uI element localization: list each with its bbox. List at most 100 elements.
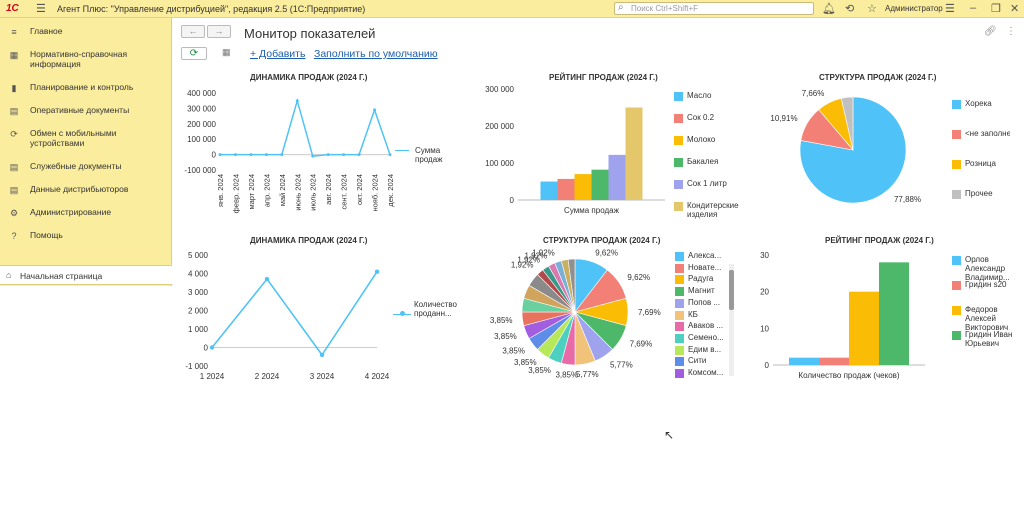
bar bbox=[849, 291, 879, 365]
y-tick-label: 100 000 bbox=[187, 135, 216, 144]
forward-button[interactable]: → bbox=[207, 25, 231, 38]
link-icon[interactable]: 🔗︎ bbox=[984, 26, 997, 37]
legend-label: Молоко bbox=[687, 135, 716, 144]
y-tick-label: 400 000 bbox=[187, 89, 216, 98]
pie-label: 9,62% bbox=[627, 273, 650, 282]
chart3-title: СТРУКТУРА ПРОДАЖ (2024 Г.) bbox=[819, 73, 937, 82]
legend-label: Хорека bbox=[965, 99, 992, 108]
legend-swatch bbox=[952, 190, 961, 199]
pie-label: 3,85% bbox=[514, 358, 537, 367]
pie-label: 10,91% bbox=[770, 114, 797, 123]
x-tick-label: 3 2024 bbox=[310, 372, 335, 381]
x-tick-label: нояб. 2024 bbox=[371, 174, 380, 212]
legend-label: Попов ... bbox=[688, 297, 721, 307]
legend-label: Прочее bbox=[965, 189, 993, 198]
y-tick-label: 0 bbox=[212, 151, 217, 160]
legend-swatch bbox=[952, 281, 961, 290]
menu-icon: ≡ bbox=[11, 27, 17, 37]
sidebar-item-label: Начальная страница bbox=[20, 271, 103, 281]
chart1-svg: 400 000 300 000 200 000 100 000 0 -100 000янв… bbox=[184, 89, 395, 213]
chart1-title: ДИНАМИКА ПРОДАЖ (2024 Г.) bbox=[250, 73, 368, 82]
app-logo: 1С bbox=[6, 3, 19, 14]
chart1-plot: 400 000 300 000 200 000 100 000 0 -100 000янв… bbox=[184, 89, 395, 213]
close-icon[interactable]: ✕ bbox=[1010, 3, 1020, 15]
legend-label: Орлов Александр Владимир... bbox=[965, 255, 1010, 282]
y-tick-label: 4 000 bbox=[188, 270, 209, 279]
sidebar-item-label: Оперативные документы bbox=[30, 105, 130, 115]
pie-label: 7,69% bbox=[630, 339, 653, 348]
pie-label: 3,85% bbox=[490, 316, 513, 325]
page-title: Монитор показателей bbox=[244, 26, 376, 41]
chart5-svg: 9,62%9,62%7,69%7,69%5,77%5,77%3,85%3,85%… bbox=[490, 248, 661, 379]
user-name[interactable]: Администратор bbox=[885, 4, 943, 13]
pie-label: 7,69% bbox=[638, 308, 661, 317]
x-tick-label: 1 2024 bbox=[200, 372, 225, 381]
bar bbox=[574, 174, 592, 200]
star-icon[interactable]: ☆ bbox=[867, 3, 877, 15]
x-tick-label: февр. 2024 bbox=[231, 174, 240, 213]
legend-label: Бакалея bbox=[687, 157, 719, 166]
search-placeholder: Поиск Ctrl+Shift+F bbox=[631, 4, 699, 13]
x-tick-label: авг. 2024 bbox=[324, 174, 333, 205]
legend-swatch bbox=[675, 369, 684, 378]
bell-icon[interactable]: 🔔︎ bbox=[822, 3, 836, 15]
pie-label: 3,85% bbox=[494, 332, 517, 341]
legend-swatch bbox=[675, 275, 684, 285]
scrollbar-thumb[interactable] bbox=[729, 270, 734, 310]
search-input[interactable]: ⌕ Поиск Ctrl+Shift+F bbox=[614, 2, 814, 15]
legend-swatch bbox=[674, 158, 683, 167]
legend-swatch bbox=[675, 357, 684, 367]
minimize-icon[interactable]: – bbox=[970, 2, 977, 14]
x-tick-label: июль 2024 bbox=[309, 174, 318, 211]
legend-label: Семено... bbox=[688, 332, 724, 342]
legend-swatch bbox=[674, 114, 683, 123]
sidebar-item-home[interactable]: ⌂ Начальная страница bbox=[0, 265, 172, 285]
y-tick-label: 100 000 bbox=[485, 159, 514, 168]
y-tick-label: 30 bbox=[760, 251, 769, 260]
legend-label: Сок 0.2 bbox=[687, 113, 715, 122]
series-line bbox=[220, 97, 391, 157]
add-button[interactable]: + Добавить bbox=[250, 48, 306, 60]
pie-label: 3,85% bbox=[502, 346, 525, 355]
sidebar-item-label: Планирование и контроль bbox=[30, 82, 134, 92]
app-title: Агент Плюс: "Управление дистрибуцией", р… bbox=[57, 4, 366, 14]
chart5-title: СТРУКТУРА ПРОДАЖ (2024 Г.) bbox=[543, 236, 661, 245]
legend-swatch bbox=[952, 331, 961, 340]
x-tick-label: апр. 2024 bbox=[262, 174, 271, 207]
search-icon: ⌕ bbox=[618, 2, 624, 13]
x-tick-label: июнь 2024 bbox=[293, 174, 302, 211]
refresh-button[interactable]: ⟳ bbox=[181, 47, 207, 60]
home-icon: ⌂ bbox=[6, 270, 12, 280]
legend-swatch bbox=[952, 130, 961, 139]
restore-icon[interactable]: ❐ bbox=[991, 3, 1001, 15]
back-button[interactable]: ← bbox=[181, 25, 205, 38]
series-line bbox=[211, 271, 378, 357]
gear-icon: ⚙ bbox=[9, 208, 19, 218]
bar bbox=[789, 357, 819, 365]
history-icon[interactable]: ⟲ bbox=[845, 3, 855, 15]
settings-menu-icon[interactable]: ☰ bbox=[945, 3, 955, 15]
pie-label: 9,62% bbox=[595, 248, 618, 257]
legend-label: Кондитерские изделия bbox=[687, 201, 739, 219]
fill-default-button[interactable]: Заполнить по умолчанию bbox=[314, 48, 438, 60]
x-tick-label: окт. 2024 bbox=[355, 174, 364, 205]
legend-swatch bbox=[675, 322, 684, 332]
y-tick-label: 2 000 bbox=[188, 307, 209, 316]
y-tick-label: 5 000 bbox=[188, 251, 209, 260]
chart3-svg: 77,88% 10,91% 7,66% bbox=[770, 89, 921, 204]
bar bbox=[608, 154, 626, 200]
legend-label: Магнит bbox=[688, 286, 715, 296]
more-icon[interactable]: ⋮ bbox=[1006, 26, 1016, 37]
sidebar-item-label: Служебные документы bbox=[30, 161, 122, 171]
sidebar-item-label: Обмен с мобильными устройствами bbox=[30, 128, 117, 148]
chart2-plot: 300 000 200 000 100 000 0 Сумма продаж bbox=[485, 85, 665, 215]
menu-icon[interactable]: ☰ bbox=[36, 3, 46, 15]
legend-label: Сумма продаж bbox=[415, 146, 443, 164]
legend-label: КБ bbox=[688, 309, 698, 319]
legend-line bbox=[395, 150, 409, 151]
calculator-icon[interactable]: ▦ bbox=[222, 47, 231, 57]
legend-scrollbar[interactable] bbox=[729, 264, 734, 376]
sidebar-item-label: Главное bbox=[30, 26, 63, 36]
bar bbox=[591, 169, 609, 200]
